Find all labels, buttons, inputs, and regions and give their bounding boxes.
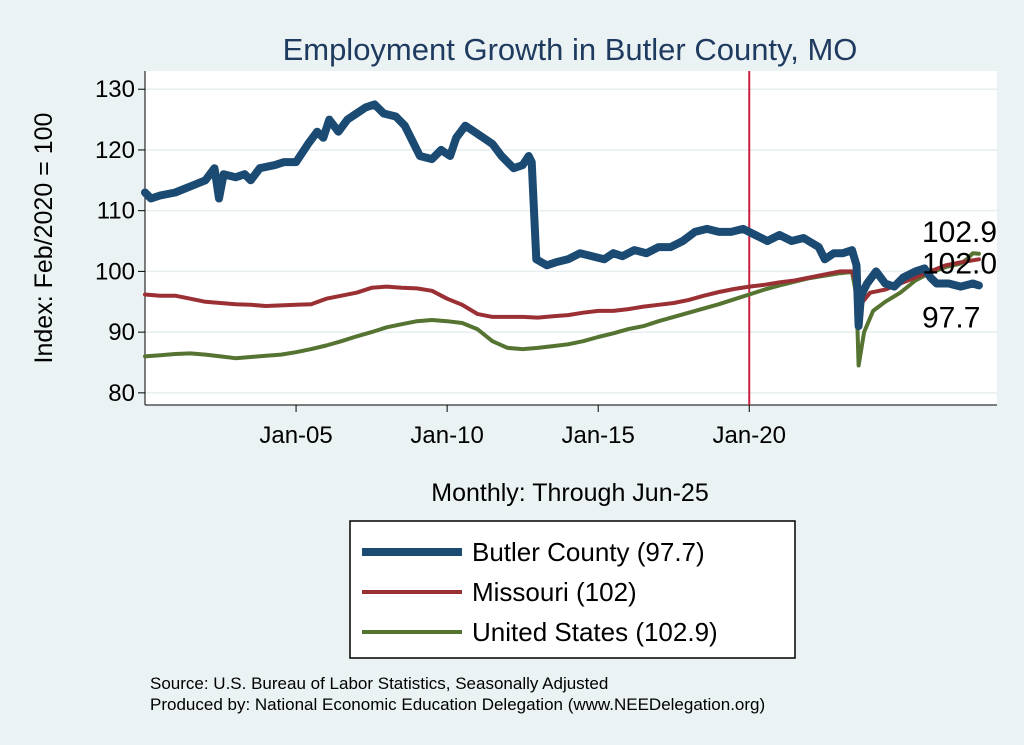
legend-box — [349, 520, 796, 659]
y-tick-label: 130 — [95, 76, 135, 103]
produced-by-note: Produced by: National Economic Education… — [150, 695, 765, 714]
legend-label: United States (102.9) — [472, 617, 718, 647]
y-tick-label: 120 — [95, 137, 135, 164]
series-line-united-states — [143, 251, 981, 368]
y-tick-label: 80 — [108, 380, 135, 407]
x-tick-label: Jan-05 — [259, 422, 332, 449]
legend: Butler County (97.7) Missouri (102) United… — [349, 520, 796, 659]
end-label-missouri: 102.0 — [922, 247, 997, 280]
plot-area: 80 90 100 110 120 130 Jan-05 Jan-10 Jan-15 Jan-20… — [95, 71, 997, 449]
y-tick-label: 110 — [97, 198, 135, 225]
end-label-united-states: 102.9 — [922, 216, 997, 249]
y-axis-title: Index: Feb/2020 = 100 — [30, 113, 58, 364]
plot-background — [145, 71, 997, 405]
y-tick-label: 100 — [95, 258, 135, 285]
end-label-butler-county: 97.7 — [922, 301, 980, 334]
series-line-butler-county — [141, 100, 983, 331]
x-tick-label: Jan-20 — [713, 422, 786, 449]
legend-label: Butler County (97.7) — [472, 537, 705, 567]
legend-label: Missouri (102) — [472, 577, 637, 607]
chart-title: Employment Growth in Butler County, MO — [283, 32, 858, 67]
y-tick-label: 90 — [108, 319, 135, 346]
x-axis-title: Monthly: Through Jun-25 — [431, 479, 708, 507]
x-tick-label: Jan-10 — [410, 422, 483, 449]
x-tick-label: Jan-15 — [561, 422, 634, 449]
source-note: Source: U.S. Bureau of Labor Statistics,… — [150, 674, 608, 693]
